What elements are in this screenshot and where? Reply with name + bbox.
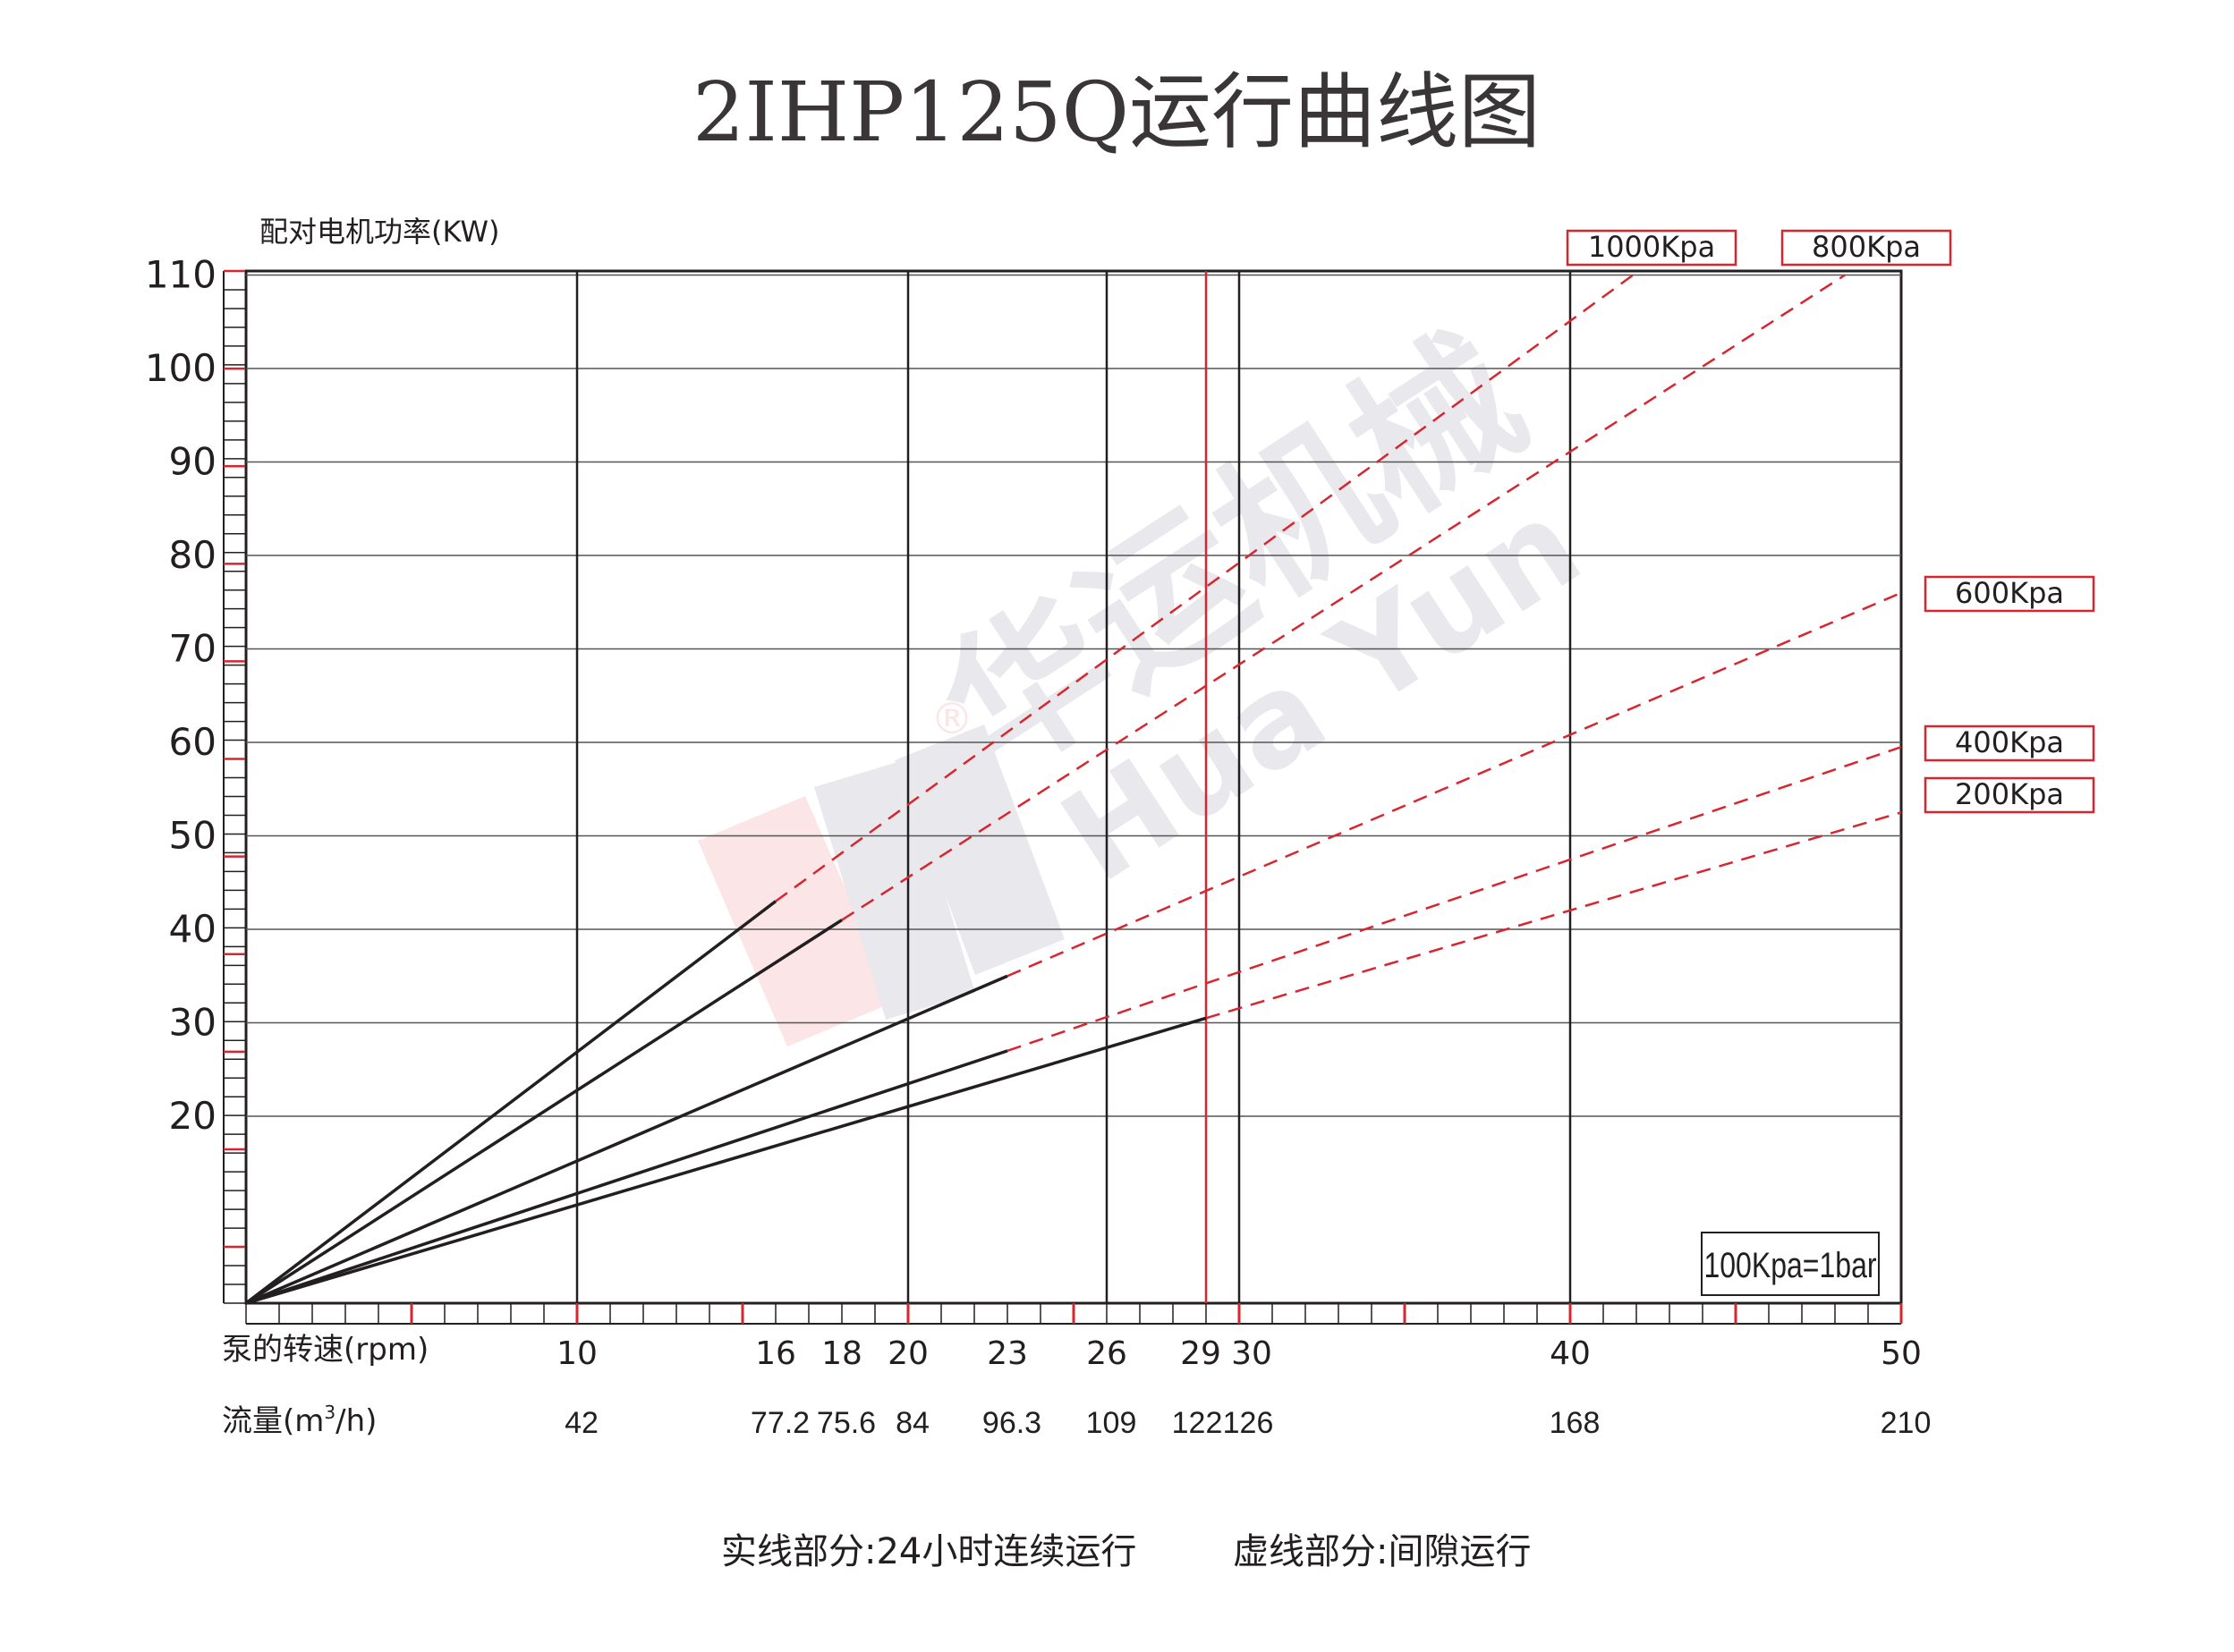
watermark-mark: ®	[930, 694, 973, 744]
chart-title: 2IHP125Q运行曲线图	[692, 64, 1541, 160]
legend-label: 1000Kpa	[1588, 230, 1715, 264]
unit-note: 100Kpa=1bar	[1703, 1245, 1876, 1285]
flow-tick-label: 126	[1223, 1406, 1274, 1440]
legend-label: 400Kpa	[1955, 725, 2064, 759]
x-tick-label: 30	[1231, 1335, 1272, 1372]
flow-tick-label: 77.2	[751, 1406, 810, 1440]
series-600Kpa	[245, 591, 1902, 1305]
curve-solid	[244, 900, 777, 1305]
x-tick-label: 23	[987, 1335, 1028, 1372]
legend: 1000Kpa 800Kpa 600Kpa 400Kpa 200Kpa	[1566, 229, 2095, 814]
footer-solid-note: 实线部分:24小时连续运行	[721, 1531, 1136, 1572]
curve-dashed	[775, 274, 1635, 902]
series-1000Kpa	[244, 274, 1635, 1305]
legend-box	[1924, 575, 2095, 613]
x-axis-label: 泵的转速(rpm)	[222, 1332, 429, 1368]
series-400Kpa	[245, 746, 1902, 1305]
y-tick-label: 40	[169, 907, 217, 951]
legend-box	[1924, 724, 2095, 762]
y-tick-label: 80	[169, 533, 217, 577]
flow-tick-label: 168	[1550, 1406, 1601, 1440]
y-tick-label: 70	[169, 627, 217, 671]
curve-solid	[245, 1049, 1008, 1305]
logo-icon	[698, 724, 1065, 1046]
y-tick-label: 20	[169, 1094, 217, 1138]
flow-tick-label: 42	[565, 1406, 599, 1440]
legend-item-600Kpa: 600Kpa	[1924, 575, 2095, 613]
legend-item-200Kpa: 200Kpa	[1924, 776, 2095, 814]
flow-label-prefix: 流量(m	[222, 1403, 324, 1439]
axis-ruler	[223, 269, 1903, 1325]
y-tick-label: 90	[169, 440, 217, 484]
x-tick-label: 40	[1550, 1335, 1591, 1372]
flow-tick-label: 96.3	[982, 1406, 1041, 1440]
flow-tick-label: 122	[1172, 1406, 1223, 1440]
legend-box	[1780, 229, 1952, 267]
legend-item-800Kpa: 800Kpa	[1780, 229, 1952, 267]
y-tick-labels: 20 30 40 50 60 70 80 90 100 110	[145, 253, 217, 1139]
flow-label-suffix: /h)	[336, 1403, 377, 1439]
series-200Kpa	[245, 811, 1902, 1305]
y-tick-label: 100	[145, 346, 217, 390]
legend-label: 800Kpa	[1812, 230, 1921, 264]
curve-dashed	[1205, 811, 1902, 1020]
x-tick-label: 10	[556, 1335, 598, 1372]
legend-item-400Kpa: 400Kpa	[1924, 724, 2095, 762]
grid	[244, 269, 1903, 1305]
flow-axis-label: 流量(m3/h)	[222, 1402, 377, 1439]
curve-solid	[245, 919, 843, 1305]
curve-solid	[245, 974, 1008, 1305]
x-tick-label: 29	[1180, 1335, 1221, 1372]
curve-dashed	[1007, 746, 1902, 1053]
legend-box	[1924, 776, 2095, 814]
unit-note-box	[1701, 1232, 1880, 1296]
flow-tick-label: 84	[896, 1406, 930, 1440]
series-800Kpa	[245, 274, 1846, 1305]
flow-label-sup: 3	[324, 1402, 336, 1423]
y-tick-label: 110	[145, 253, 217, 297]
x-tick-label: 26	[1086, 1335, 1127, 1372]
y-tick-label: 60	[169, 720, 217, 764]
x-tick-label: 16	[755, 1335, 796, 1372]
y-tick-label: 50	[169, 814, 217, 858]
legend-label: 200Kpa	[1955, 777, 2064, 811]
x-tick-label: 20	[888, 1335, 929, 1372]
y-tick-label: 30	[169, 1001, 217, 1045]
legend-label: 600Kpa	[1955, 576, 2064, 610]
curve-dashed	[841, 274, 1846, 921]
legend-box	[1566, 229, 1737, 267]
curves	[244, 274, 1902, 1305]
flow-tick-label: 210	[1881, 1406, 1932, 1440]
flow-tick-label: 75.6	[817, 1406, 876, 1440]
x-tick-label: 50	[1881, 1335, 1922, 1372]
footer-dashed-note: 虚线部分:间隙运行	[1233, 1531, 1531, 1572]
y-axis-label: 配对电机功率(KW)	[259, 215, 499, 249]
watermark: ® 华运机械 Hua Yun	[698, 303, 1605, 1046]
flow-tick-label: 109	[1086, 1406, 1137, 1440]
x-tick-label: 18	[821, 1335, 862, 1372]
legend-item-1000Kpa: 1000Kpa	[1566, 229, 1737, 267]
curve-solid	[245, 1016, 1207, 1305]
